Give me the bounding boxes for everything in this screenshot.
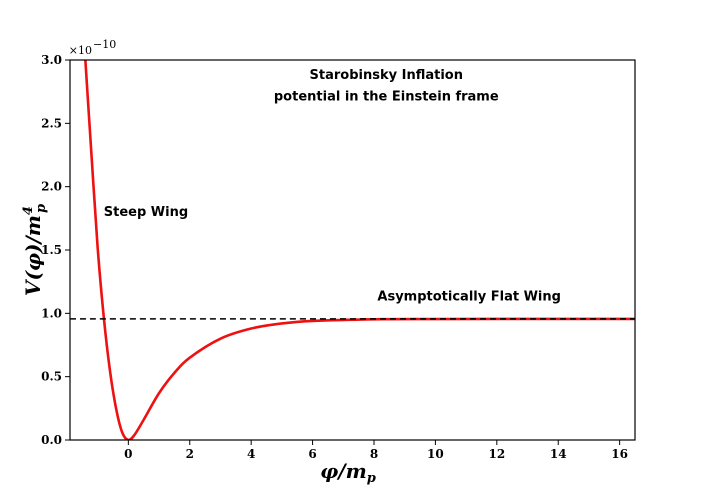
annotation-text: potential in the Einstein frame	[274, 90, 499, 105]
x-tick-label: 14	[550, 447, 567, 461]
x-tick-label: 0	[124, 447, 132, 461]
y-axis-title-sup: 4	[21, 206, 36, 215]
y-axis-title: V(φ)/m4p	[21, 204, 49, 296]
y-scale-exponent: −10	[93, 38, 116, 51]
annotations: Starobinsky Inflation potential in the Ei…	[104, 68, 561, 305]
x-axis-title: φ/mp	[320, 459, 376, 486]
x-tick-label: 4	[247, 447, 255, 461]
y-tick-label: 2.5	[41, 116, 62, 130]
y-tick-label: 0.5	[41, 370, 62, 384]
annotation-text: Steep Wing	[104, 205, 188, 220]
x-tick-label: 10	[427, 447, 444, 461]
series-group	[70, 60, 635, 440]
x-tick-label: 12	[488, 447, 505, 461]
y-tick-label: 0.0	[41, 433, 62, 447]
y-tick-label: 1.0	[41, 306, 62, 320]
annotation-text: Asymptotically Flat Wing	[377, 290, 561, 305]
y-tick-label: 3.0	[41, 53, 62, 67]
y-axis-title-sub: p	[34, 204, 49, 213]
svg-text:V(φ)/m4p: V(φ)/m4p	[21, 204, 49, 296]
y-scale-base: ×10	[69, 44, 92, 57]
x-tick-label: 16	[611, 447, 628, 461]
annotation-text: Starobinsky Inflation	[310, 68, 463, 83]
x-tick-label: 6	[308, 447, 316, 461]
y-axis-title-main: V(φ)/m	[21, 215, 45, 296]
x-tick-label: 8	[370, 447, 378, 461]
x-axis-title-sub: p	[367, 471, 376, 486]
y-tick-label: 1.5	[41, 243, 62, 257]
ticks-group: 0 2 4 6 8 10 12 14 16 0.0 0.5 1.0 1.5 2.0 2.5 3.0	[41, 53, 628, 461]
y-tick-label: 2.0	[41, 180, 62, 194]
svg-text:φ/mp: φ/mp	[320, 459, 376, 486]
x-tick-label: 2	[186, 447, 194, 461]
plot-area	[70, 60, 635, 440]
x-axis-title-main: φ/m	[320, 459, 367, 483]
